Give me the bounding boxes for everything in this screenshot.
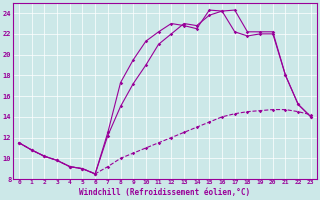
X-axis label: Windchill (Refroidissement éolien,°C): Windchill (Refroidissement éolien,°C) — [79, 188, 251, 197]
